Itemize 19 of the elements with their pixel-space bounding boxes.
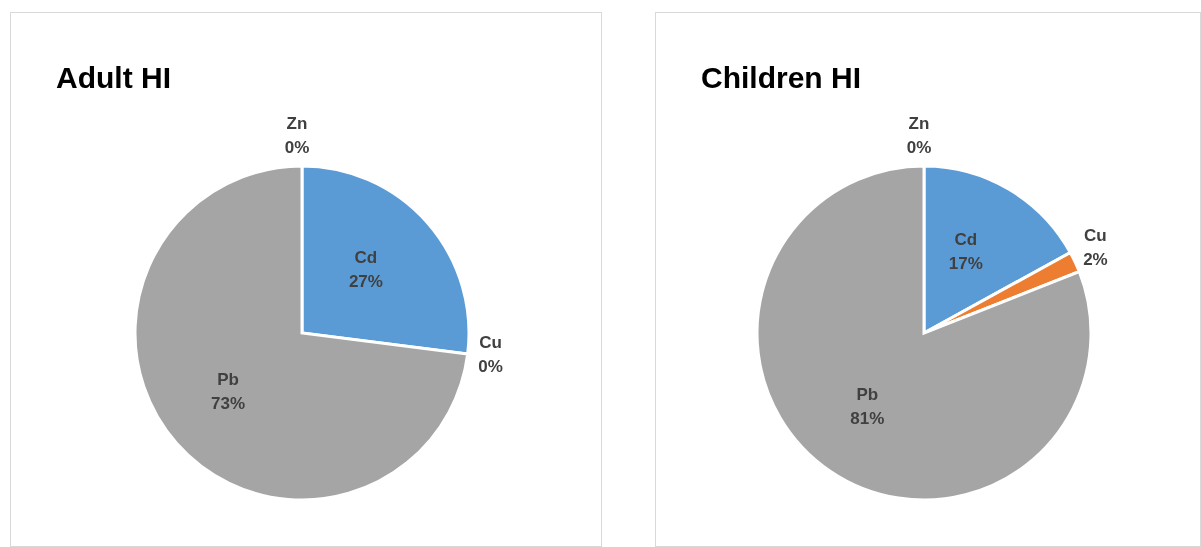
slice-label: Cu bbox=[1084, 225, 1107, 245]
chart-title: Children HI bbox=[701, 61, 862, 95]
data-label: 2% bbox=[1083, 249, 1108, 269]
category-label: Cu bbox=[479, 333, 502, 353]
data-label: 17% bbox=[948, 253, 983, 273]
data-label: 73% bbox=[211, 393, 246, 413]
slice-label: Cd bbox=[354, 248, 378, 268]
slice-label: Pb bbox=[217, 369, 239, 389]
text: 0% bbox=[478, 357, 503, 377]
slice-label: Pb bbox=[856, 384, 879, 404]
category-label: Zn bbox=[908, 114, 930, 133]
pie-slice bbox=[133, 164, 470, 502]
text: 0% bbox=[906, 138, 932, 157]
slice-label: Cd bbox=[954, 229, 978, 249]
text: 0% bbox=[284, 138, 310, 157]
chart-title: Adult HI bbox=[56, 61, 171, 95]
data-label: 81% bbox=[850, 408, 885, 428]
category-label: Zn bbox=[286, 114, 308, 133]
data-label: 27% bbox=[348, 272, 383, 292]
